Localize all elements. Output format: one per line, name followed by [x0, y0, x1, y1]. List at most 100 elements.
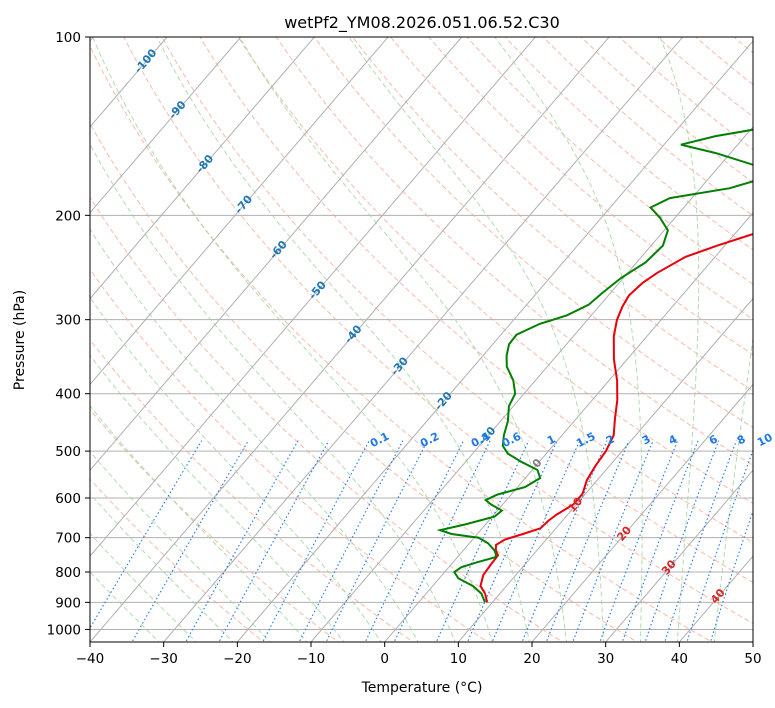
y-tick-label: 900	[55, 595, 81, 611]
y-tick-label: 300	[55, 313, 81, 329]
y-tick-label: 500	[55, 444, 81, 460]
y-tick-label: 100	[55, 30, 81, 46]
dry-adiabat-line	[123, 37, 753, 624]
mixing-ratio-line	[393, 440, 491, 642]
dry-adiabat-line	[351, 37, 753, 392]
dry-adiabat-line	[694, 37, 753, 86]
dry-adiabat-line	[161, 37, 753, 584]
isotherm-line	[90, 37, 610, 642]
dry-adiabat-line	[90, 408, 340, 642]
moist-adiabat-line	[90, 143, 456, 642]
moist-adiabat-line	[494, 37, 643, 642]
isotherm-line	[90, 37, 463, 472]
moist-adiabat-line	[92, 37, 493, 642]
dry-adiabat-line	[618, 37, 753, 151]
dry-adiabat-line	[237, 37, 753, 505]
isotherm-line	[90, 37, 316, 300]
moist-adiabat-line	[90, 571, 160, 642]
x-tick-label: −10	[297, 651, 326, 667]
dry-adiabat-line	[580, 37, 753, 184]
dry-adiabat-line	[504, 37, 753, 251]
dry-adiabat-line	[90, 268, 489, 642]
mixing-ratio-line	[491, 440, 581, 642]
isotherm-line	[90, 37, 168, 128]
mixing-ratio-line	[621, 440, 699, 642]
mixing-ratio-label: 8	[735, 432, 748, 447]
isotherm-line	[90, 37, 389, 386]
isotherm-line	[310, 126, 753, 642]
dry-adiabat-line	[90, 338, 414, 642]
mixing-ratio-line	[686, 448, 753, 642]
mixing-ratio-line	[90, 440, 203, 630]
isotherm-line	[90, 37, 242, 214]
isotherm-line	[531, 383, 753, 642]
isotherm-line	[236, 40, 753, 642]
dry-adiabat-line	[199, 37, 753, 544]
moist-adiabat-line	[90, 228, 419, 642]
isotherm-line	[457, 297, 753, 642]
dewpoint-profile-line	[436, 128, 753, 603]
dry-adiabat-line	[390, 37, 753, 356]
dry-adiabat-line	[90, 45, 713, 642]
x-tick-label: 10	[450, 651, 467, 667]
mixing-ratio-line	[644, 440, 720, 642]
x-tick-label: −40	[76, 651, 105, 667]
x-tick-label: 30	[597, 651, 614, 667]
moist-adiabat-line	[90, 296, 382, 642]
dry-adiabat-line	[733, 37, 753, 54]
mixing-ratio-label: 6	[707, 432, 720, 447]
isotherm-line	[163, 37, 684, 642]
y-tick-label: 700	[55, 531, 81, 547]
moist-adiabat-line	[90, 492, 234, 642]
mixing-ratio-line	[298, 440, 404, 642]
dry-adiabat-line	[313, 37, 753, 429]
moist-adiabat-line	[90, 450, 271, 642]
dry-adiabat-line	[542, 37, 753, 217]
temperature-profile-line	[479, 233, 753, 603]
plot-area	[90, 37, 753, 642]
mixing-ratio-label: 0.2	[418, 430, 441, 450]
isotherm-line	[605, 469, 753, 642]
dry-adiabat-line	[275, 37, 753, 466]
isotherm-line	[678, 555, 753, 642]
mixing-ratio-line	[325, 440, 429, 642]
moist-adiabat-line	[348, 37, 605, 642]
mixing-ratio-line	[262, 440, 370, 642]
mixing-ratio-line	[435, 440, 530, 642]
mixing-ratio-label: 4	[666, 432, 679, 447]
moist-adiabat-line	[659, 37, 700, 642]
x-axis-label: Temperature (°C)	[361, 680, 483, 696]
moist-adiabat-line	[156, 37, 530, 642]
mixing-ratio-labels: 0.10.20.40.611.52346810131620253036	[368, 430, 775, 451]
x-tick-label: −20	[223, 651, 252, 667]
y-tick-label: 600	[55, 491, 81, 507]
dry-adiabat-line	[428, 37, 753, 320]
y-axis-label: Pressure (hPa)	[12, 290, 28, 390]
x-tick-label: 0	[380, 651, 389, 667]
isotherm-line	[752, 641, 753, 642]
isotherm-line	[384, 211, 753, 642]
mixing-ratio-line	[218, 440, 330, 642]
mixing-ratio-line	[185, 440, 299, 642]
mixing-ratio-label: 0.6	[500, 430, 524, 451]
mixing-ratio-line	[545, 440, 630, 642]
moist-adiabat-line	[90, 532, 197, 642]
x-tick-label: 20	[523, 651, 540, 667]
y-tick-label: 800	[55, 565, 81, 581]
x-axis: −40 −30 −20 −10 0 10 20 30 40 50	[76, 642, 762, 667]
y-axis: 100 200 300 400 500 600 700 800 900 1000	[47, 30, 90, 638]
chart-title: wetPf2_YM08.2026.051.06.52.C30	[284, 13, 560, 33]
y-tick-label: 400	[55, 387, 81, 403]
y-tick-label: 200	[55, 208, 81, 224]
mixing-ratio-line	[572, 440, 654, 642]
moist-adiabat-line	[90, 354, 345, 642]
mixing-ratio-label: 1.5	[574, 430, 597, 450]
x-tick-label: 50	[744, 651, 761, 667]
plot-frame	[89, 36, 754, 643]
mixing-ratio-label: 10	[755, 431, 775, 450]
mixing-ratio-label: 1	[545, 432, 558, 447]
y-tick-label: 1000	[47, 622, 81, 638]
moist-adiabat-line	[713, 334, 753, 642]
mixing-ratio-line	[521, 440, 608, 642]
